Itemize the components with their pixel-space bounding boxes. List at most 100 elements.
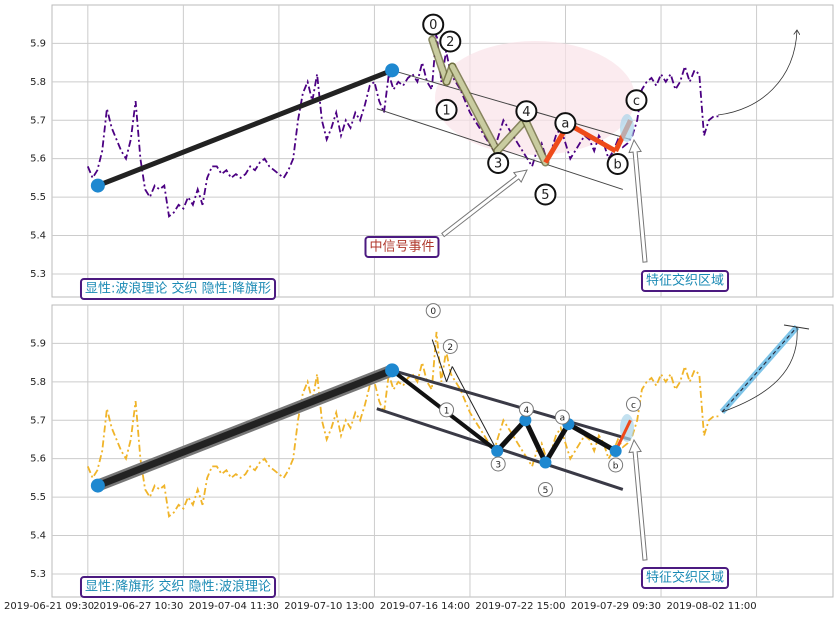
price-line [86,331,719,518]
wave-label-circle [487,152,510,174]
wave-label-circle [425,303,441,319]
x-tick-label: 2019-06-27 10:30 [93,601,183,612]
annotation: 显性:降旗形 交织 隐性:波浪理论 [85,579,271,595]
annotation: 显性:波浪理论 交织 隐性:降旗形 [85,281,271,297]
trend-point [385,363,400,378]
wave-label: 2 [447,343,453,353]
abc-segment [567,121,617,154]
annotation: 特征交织区域 [646,570,724,586]
highlight [620,114,634,142]
trend-line [96,367,394,489]
x-tick-label: 2019-07-16 14:00 [380,601,470,612]
annotation-box [79,576,277,598]
trend-line [96,67,394,188]
wave-segment [494,117,528,154]
pointer-arrow [628,138,648,263]
wave-segment-bold [567,421,617,454]
wave-label: a [561,117,569,132]
x-tick-label: 2019-07-04 11:30 [189,601,279,612]
wave-label: 4 [524,406,530,416]
y-tick-label: 5.8 [30,377,46,388]
wave-label-circle [625,396,641,412]
wave-label: 1 [444,406,450,416]
wave-segment [446,366,453,383]
x-tick-label: 2019-07-10 13:00 [284,601,374,612]
y-tick-label: 5.4 [30,531,46,542]
wave-label-circle [606,153,629,175]
forecast-curve [717,30,797,116]
wave-label: 0 [430,307,436,317]
wave-segment-bold [543,422,571,464]
wave-label: 2 [446,35,454,50]
trend-point [385,63,400,78]
wave-label-circle [442,338,458,354]
wave-segment [451,366,498,452]
wave-label: 3 [494,157,502,172]
y-tick-label: 5.6 [30,154,46,165]
y-tick-label: 5.5 [30,492,46,503]
y-tick-label: 5.4 [30,231,46,242]
wave-segment [522,117,548,166]
wave-label-circle [608,457,624,473]
y-tick-label: 5.9 [30,338,46,349]
annotation-box [640,270,730,292]
price-line [86,31,719,218]
pointer-arrow [628,438,648,561]
wave-label: b [613,462,619,472]
forecast-cap [783,324,810,330]
x-tick-label: 2019-08-02 11:00 [666,601,756,612]
wave-segment-bold [495,418,528,453]
wave-label-circle [625,89,648,112]
channel-upper [391,69,631,140]
wave-segment [431,339,448,383]
annotation-box [364,236,440,258]
wave-label: 1 [442,103,450,118]
wave-label: 3 [495,461,501,471]
wave-node [539,456,552,469]
wave-label-circle [490,456,506,472]
wave-node [609,445,622,457]
y-tick-label: 5.9 [30,38,46,49]
trend-point [90,178,105,193]
y-tick-label: 5.5 [30,192,46,203]
plot-area [51,304,834,598]
trend-point [90,478,105,493]
wave-segment [429,37,450,85]
wave-node [519,414,532,427]
wave-label-circle [554,409,570,425]
wave-label: c [633,94,640,109]
channel-upper [391,368,631,441]
wave-label: 5 [541,188,549,203]
wave-label-circle [439,30,462,53]
wave-label-circle [534,183,557,206]
wave-label: 0 [429,18,437,33]
wave-segment-bold [523,419,548,464]
annotation-box [640,567,730,589]
wave-label-circle [439,402,455,418]
y-tick-label: 5.3 [30,269,46,280]
forecast-curve [721,326,798,413]
wave-label: b [614,158,622,173]
wave-label: 4 [522,105,530,120]
forecast-axis [721,326,798,413]
wave-label: c [631,401,636,411]
wave-label: a [560,414,566,424]
wave-label-circle [422,13,445,36]
x-tick-label: 2019-07-29 09:30 [571,601,661,612]
pointer-arrow [441,169,528,238]
wave-segment [449,63,500,154]
wave-label-circle [435,98,458,121]
wave-node [491,445,504,457]
y-tick-label: 5.7 [30,415,46,426]
y-tick-label: 5.8 [30,77,46,88]
wave-label: 5 [543,486,549,496]
x-tick-label: 2019-06-21 09:30 [4,601,94,612]
annotation: 特征交织区域 [646,273,724,289]
annotation-box [79,278,277,300]
wave-label-circle [518,401,534,417]
y-tick-label: 5.6 [30,454,46,465]
x-tick-label: 2019-07-22 15:00 [475,601,565,612]
wave-label-circle [515,100,538,123]
y-tick-label: 5.3 [30,569,46,580]
